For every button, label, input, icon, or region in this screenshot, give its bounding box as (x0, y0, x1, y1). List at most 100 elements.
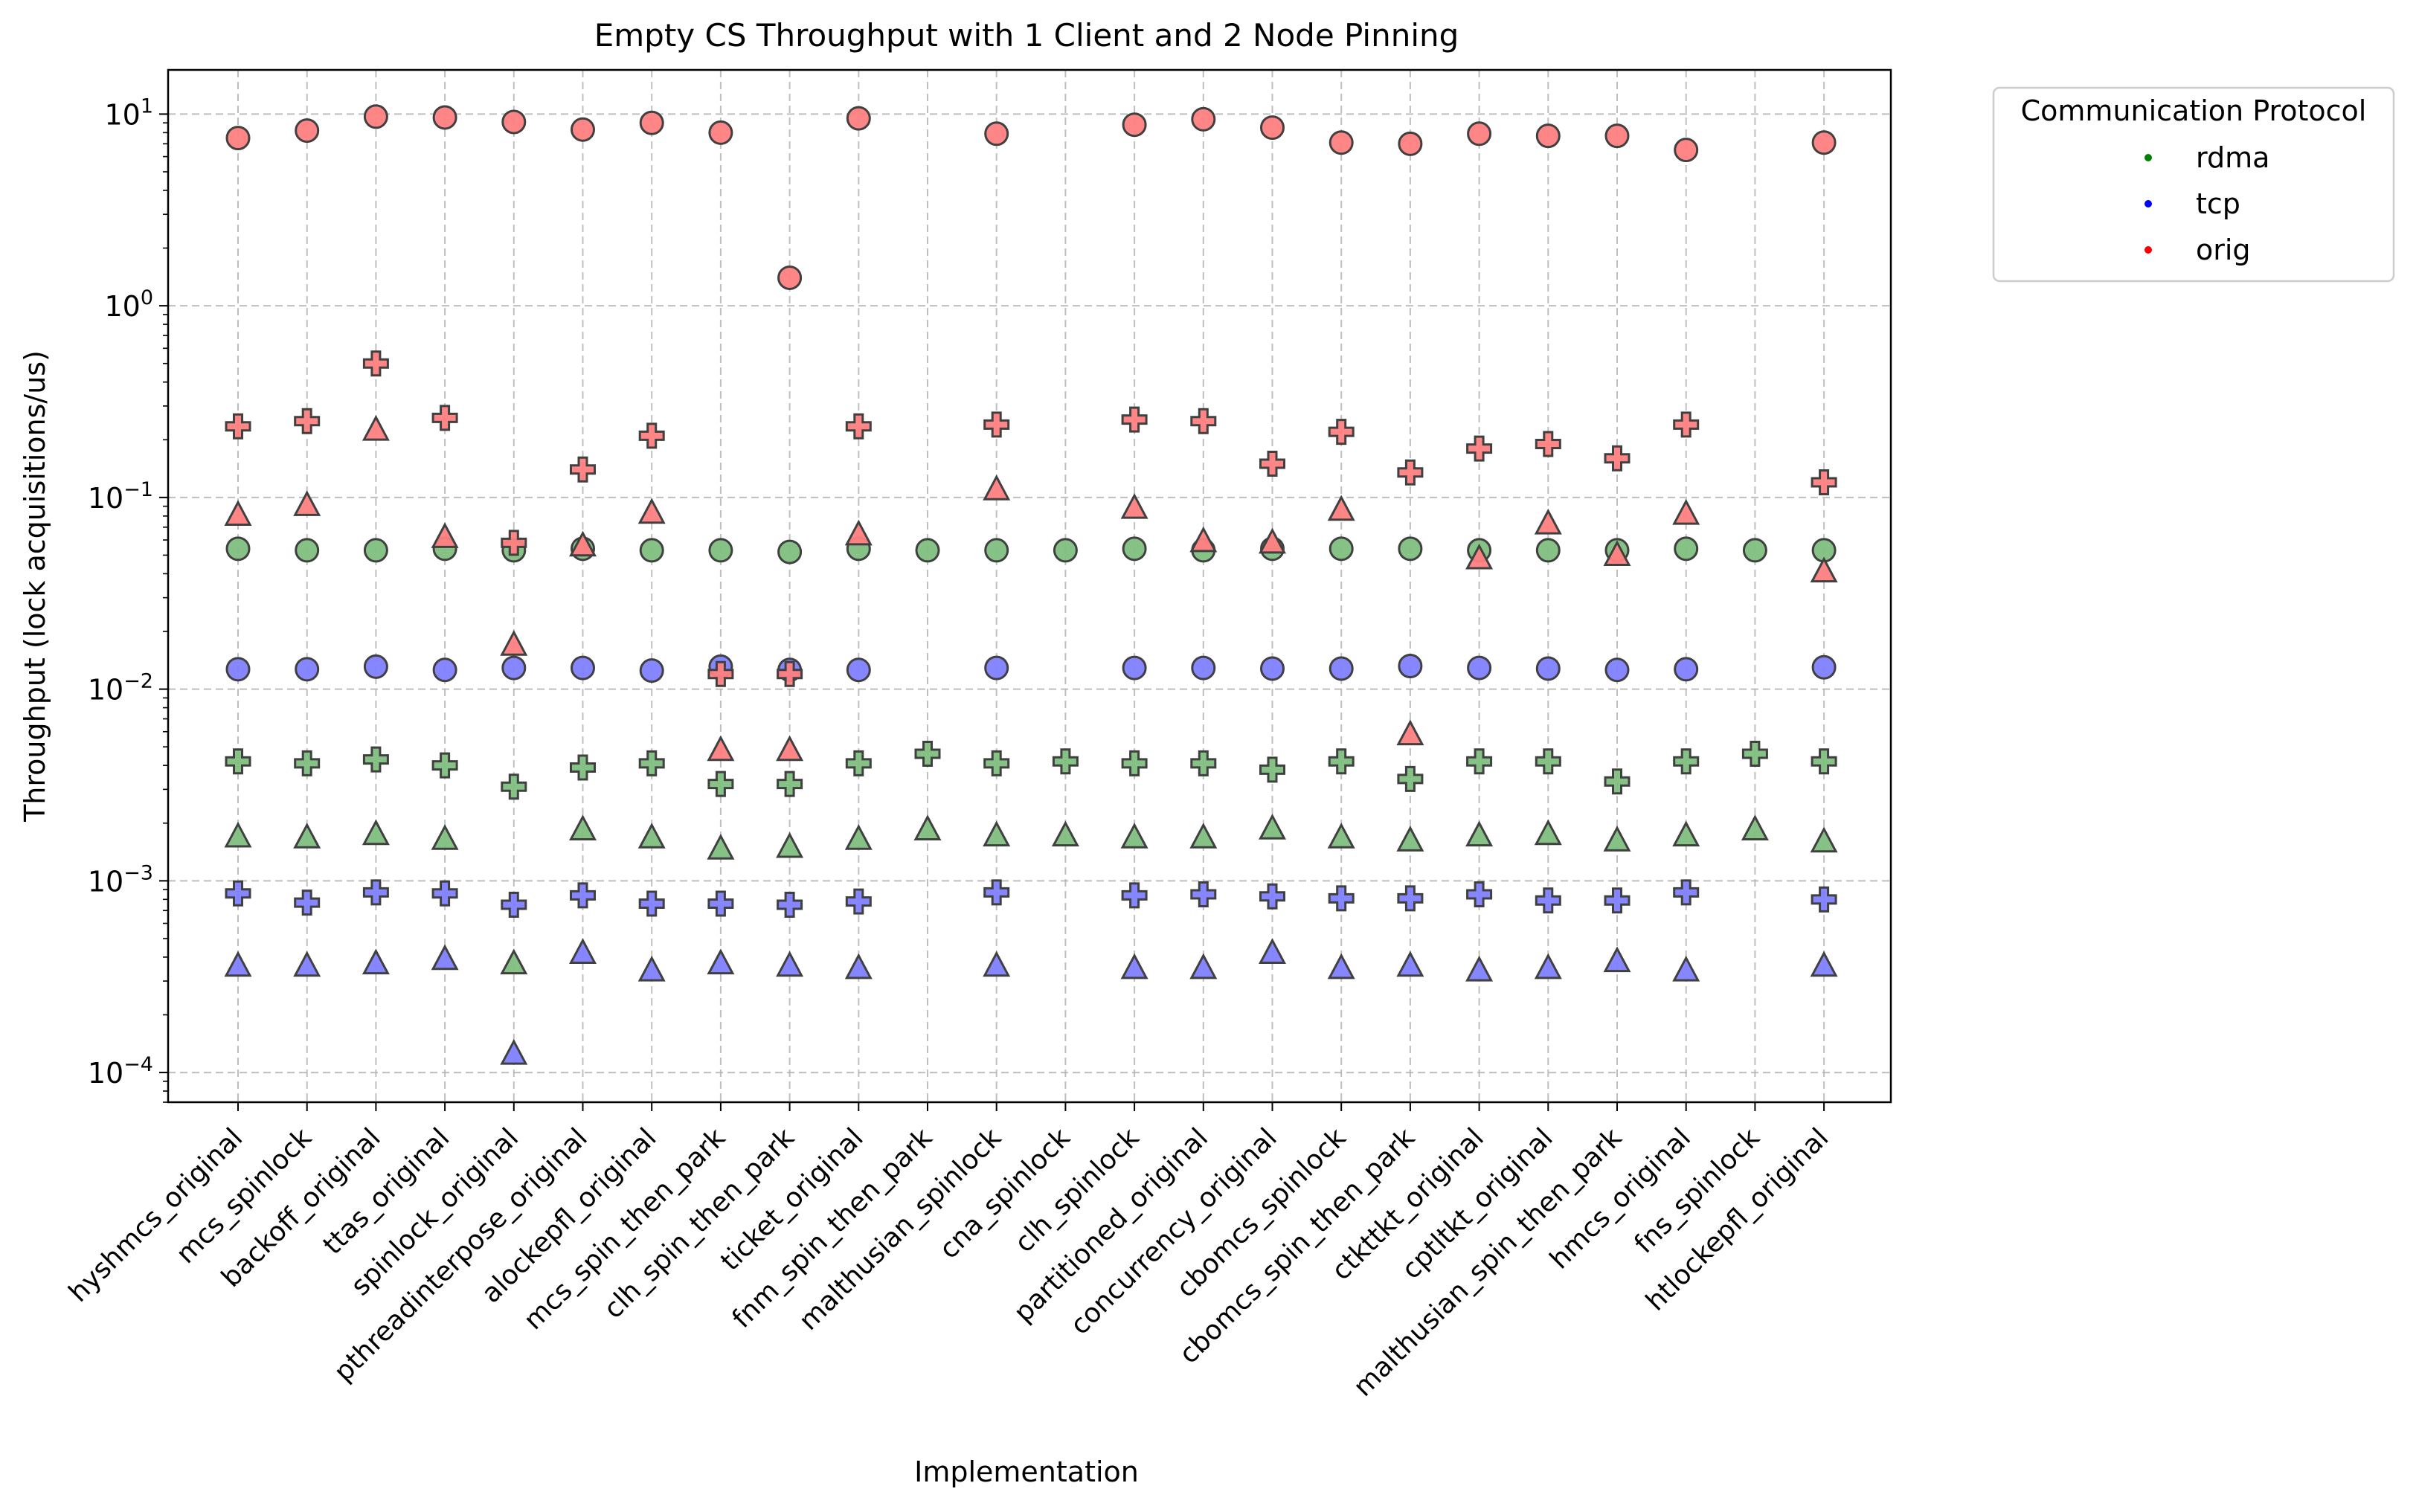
point-orig-triangle (844, 519, 873, 546)
legend-marker-orig (2144, 246, 2152, 254)
point-tcp-circle (571, 655, 595, 681)
point-rdma-triangle (1327, 823, 1355, 849)
point-orig-plus (501, 530, 527, 556)
legend-label-tcp: tcp (2196, 187, 2240, 220)
point-tcp-plus (1121, 882, 1148, 909)
point-rdma-plus (1535, 748, 1561, 775)
point-orig-circle (363, 104, 388, 129)
point-orig-circle (1674, 138, 1699, 163)
point-rdma-triangle (1672, 820, 1700, 847)
point-rdma-plus (914, 741, 941, 768)
point-tcp-circle (1122, 655, 1147, 681)
y-tick-label: 10−1 (88, 478, 153, 515)
point-orig-circle (984, 121, 1009, 147)
point-rdma-triangle (707, 834, 735, 860)
point-tcp-plus (1811, 886, 1837, 913)
point-orig-triangle (1534, 508, 1562, 535)
point-orig-circle (639, 110, 664, 135)
point-tcp-circle (1260, 656, 1285, 681)
point-orig-triangle (1465, 543, 1494, 570)
point-tcp-plus (431, 880, 458, 907)
point-orig-plus (362, 350, 389, 377)
point-rdma-triangle (431, 824, 459, 850)
point-orig-plus (1604, 445, 1631, 472)
point-orig-triangle (637, 498, 666, 524)
point-rdma-plus (362, 746, 389, 773)
point-rdma-triangle (1259, 814, 1286, 840)
point-rdma-circle (1535, 538, 1561, 563)
point-rdma-triangle (1189, 823, 1218, 849)
point-orig-triangle (224, 500, 252, 526)
legend-label-orig: orig (2196, 234, 2251, 266)
point-orig-circle (1398, 131, 1423, 156)
point-orig-plus (638, 422, 665, 449)
point-tcp-circle (1467, 655, 1492, 681)
point-tcp-triangle (1810, 950, 1838, 977)
point-rdma-triangle (1741, 814, 1769, 840)
point-orig-triangle (1327, 495, 1355, 521)
point-rdma-plus (1397, 765, 1424, 792)
point-tcp-circle (501, 655, 527, 681)
point-orig-circle (1122, 112, 1147, 138)
point-tcp-plus (225, 880, 251, 907)
point-rdma-plus (1259, 756, 1285, 783)
point-rdma-circle (225, 536, 251, 562)
point-rdma-triangle (913, 814, 942, 840)
point-rdma-circle (295, 538, 320, 563)
point-rdma-plus (1466, 748, 1493, 775)
x-axis-label: Implementation (914, 1455, 1139, 1488)
point-rdma-plus (1673, 748, 1700, 775)
point-tcp-triangle (500, 1038, 528, 1065)
point-orig-plus (225, 413, 251, 440)
point-orig-triangle (707, 735, 735, 762)
point-tcp-plus (1466, 881, 1493, 908)
point-tcp-circle (225, 657, 251, 682)
point-orig-triangle (1672, 498, 1700, 525)
point-rdma-triangle (637, 823, 666, 849)
point-tcp-triangle (1465, 955, 1494, 982)
point-orig-plus (1811, 469, 1837, 495)
point-tcp-plus (845, 888, 872, 915)
point-tcp-plus (1604, 887, 1631, 914)
point-orig-triangle (362, 414, 390, 441)
point-rdma-circle (984, 538, 1009, 563)
point-orig-plus (431, 405, 458, 431)
grid (168, 70, 1891, 1102)
point-rdma-plus (501, 773, 527, 800)
point-rdma-circle (363, 538, 388, 563)
point-tcp-triangle (1327, 953, 1355, 979)
point-rdma-plus (638, 750, 665, 776)
point-tcp-circle (295, 657, 320, 682)
point-orig-circle (1811, 130, 1837, 155)
point-tcp-plus (362, 879, 389, 906)
point-tcp-circle (1674, 657, 1699, 682)
point-orig-plus (1535, 431, 1561, 457)
point-rdma-plus (845, 750, 872, 776)
point-rdma-triangle (362, 819, 390, 846)
point-orig-plus (1673, 411, 1700, 438)
point-tcp-plus (1673, 879, 1700, 906)
point-orig-plus (1397, 459, 1424, 486)
point-orig-circle (1467, 121, 1492, 147)
point-orig-plus (845, 413, 872, 440)
point-tcp-plus (1190, 881, 1217, 908)
point-rdma-triangle (1120, 823, 1148, 849)
point-tcp-plus (501, 892, 527, 919)
point-tcp-triangle (637, 955, 666, 982)
point-tcp-triangle (983, 950, 1011, 977)
y-tick-label: 101 (104, 94, 153, 131)
point-tcp-triangle (844, 953, 873, 979)
point-tcp-triangle (1603, 946, 1631, 973)
point-orig-circle (1604, 123, 1630, 149)
point-rdma-plus (1190, 750, 1217, 776)
point-tcp-circle (639, 658, 664, 683)
point-tcp-plus (1259, 883, 1285, 910)
point-tcp-triangle (1189, 953, 1218, 979)
point-orig-plus (294, 408, 321, 434)
point-orig-plus (570, 456, 596, 483)
point-rdma-plus (225, 748, 251, 775)
point-tcp-plus (638, 890, 665, 917)
point-rdma-plus (1052, 748, 1079, 775)
